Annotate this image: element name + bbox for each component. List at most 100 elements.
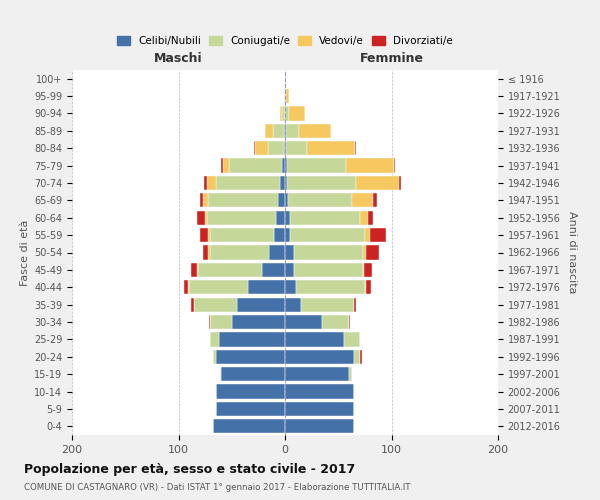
Bar <box>285 89 286 103</box>
Bar <box>365 228 370 242</box>
Bar <box>285 280 296 294</box>
Bar <box>277 210 285 225</box>
Bar <box>268 141 284 156</box>
Y-axis label: Fasce di età: Fasce di età <box>20 220 30 286</box>
Bar <box>344 332 359 346</box>
Bar <box>289 106 305 120</box>
Text: COMUNE DI CASTAGNARO (VR) - Dati ISTAT 1° gennaio 2017 - Elaborazione TUTTITALIA: COMUNE DI CASTAGNARO (VR) - Dati ISTAT 1… <box>24 484 410 492</box>
Bar <box>285 193 288 208</box>
Bar <box>285 350 354 364</box>
Bar <box>370 228 386 242</box>
Bar <box>299 124 331 138</box>
Bar <box>285 298 301 312</box>
Bar <box>359 210 368 225</box>
Bar <box>189 280 248 294</box>
Bar <box>285 246 293 260</box>
Bar <box>207 210 277 225</box>
Bar <box>284 124 285 138</box>
Bar <box>287 176 356 190</box>
Bar <box>197 263 262 277</box>
Bar <box>278 193 285 208</box>
Bar <box>221 158 223 172</box>
Bar <box>359 350 362 364</box>
Bar <box>366 246 379 260</box>
Bar <box>269 246 285 260</box>
Bar <box>211 246 269 260</box>
Bar <box>285 384 354 398</box>
Bar <box>203 246 208 260</box>
Bar <box>216 176 280 190</box>
Bar <box>346 158 394 172</box>
Bar <box>322 315 349 329</box>
Bar <box>286 89 289 103</box>
Bar <box>280 106 282 120</box>
Bar <box>284 89 285 103</box>
Bar <box>188 280 189 294</box>
Bar <box>248 280 285 294</box>
Bar <box>237 298 285 312</box>
Bar <box>290 228 365 242</box>
Bar <box>356 176 399 190</box>
Bar <box>219 332 285 346</box>
Bar <box>223 158 229 172</box>
Text: Maschi: Maschi <box>154 52 203 65</box>
Bar <box>285 141 286 156</box>
Bar <box>203 193 208 208</box>
Bar <box>354 350 359 364</box>
Bar <box>229 158 282 172</box>
Bar <box>194 298 237 312</box>
Bar <box>301 298 354 312</box>
Bar <box>285 158 287 172</box>
Bar <box>282 158 285 172</box>
Bar <box>280 176 285 190</box>
Bar <box>290 210 359 225</box>
Text: Femmine: Femmine <box>359 52 424 65</box>
Y-axis label: Anni di nascita: Anni di nascita <box>567 211 577 294</box>
Bar <box>288 193 352 208</box>
Bar <box>296 280 365 294</box>
Bar <box>285 106 289 120</box>
Bar <box>349 367 352 382</box>
Bar <box>355 141 356 156</box>
Bar <box>273 124 284 138</box>
Bar <box>212 350 216 364</box>
Bar <box>184 280 188 294</box>
Bar <box>204 176 207 190</box>
Bar <box>205 210 207 225</box>
Bar <box>220 367 221 382</box>
Bar <box>287 158 346 172</box>
Bar <box>286 141 307 156</box>
Bar <box>285 315 322 329</box>
Bar <box>197 210 205 225</box>
Bar <box>293 246 363 260</box>
Bar <box>208 246 211 260</box>
Bar <box>285 367 349 382</box>
Bar <box>208 228 211 242</box>
Bar <box>307 141 355 156</box>
Bar <box>208 193 278 208</box>
Bar <box>200 228 208 242</box>
Bar <box>285 176 287 190</box>
Bar <box>207 176 216 190</box>
Bar <box>282 106 285 120</box>
Bar <box>285 402 354 416</box>
Bar <box>191 298 194 312</box>
Bar <box>216 384 285 398</box>
Bar <box>293 263 363 277</box>
Bar <box>285 332 344 346</box>
Bar <box>232 315 285 329</box>
Bar <box>221 367 285 382</box>
Bar <box>352 193 373 208</box>
Bar <box>211 228 274 242</box>
Bar <box>262 263 285 277</box>
Bar <box>364 263 373 277</box>
Bar <box>284 141 285 156</box>
Bar <box>363 263 364 277</box>
Bar <box>285 228 290 242</box>
Bar <box>285 210 290 225</box>
Bar <box>265 124 273 138</box>
Bar <box>254 141 255 156</box>
Bar <box>274 228 285 242</box>
Bar <box>255 141 268 156</box>
Bar <box>211 332 219 346</box>
